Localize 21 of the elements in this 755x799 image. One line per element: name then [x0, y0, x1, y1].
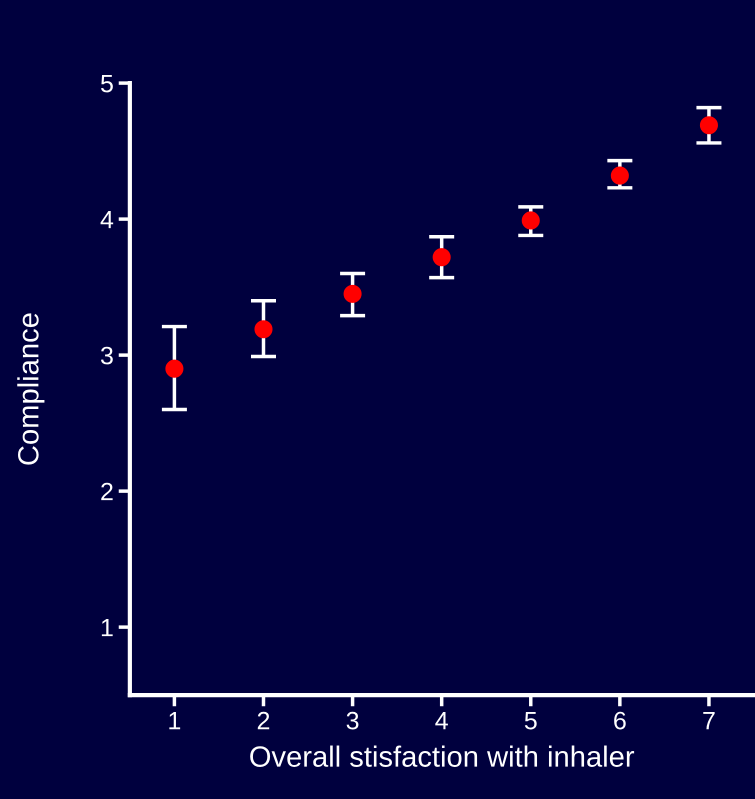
y-tick-label: 5	[100, 74, 113, 92]
point	[522, 211, 540, 230]
y-tick-label: 4	[100, 210, 114, 228]
y-tick-label: 3	[100, 346, 113, 364]
point	[432, 248, 451, 266]
x-axis-title: Overall stisfaction with inhaler	[250, 746, 634, 767]
x-tick-label: 3	[346, 712, 358, 730]
x-tick-label: 4	[435, 712, 448, 730]
x-tick-label: 5	[524, 712, 537, 730]
point	[254, 320, 273, 338]
point	[344, 284, 362, 303]
y-tick-label: 2	[101, 482, 113, 500]
x-tick-label: 6	[614, 712, 626, 730]
x-tick-label: 7	[703, 712, 715, 730]
y-axis-title: Compliance	[17, 313, 44, 465]
y-tick-label: 1	[102, 618, 113, 636]
point	[610, 166, 629, 185]
point	[165, 360, 184, 378]
point	[700, 116, 718, 134]
x-tick-label: 2	[258, 712, 270, 730]
x-tick-label: 1	[169, 712, 180, 730]
